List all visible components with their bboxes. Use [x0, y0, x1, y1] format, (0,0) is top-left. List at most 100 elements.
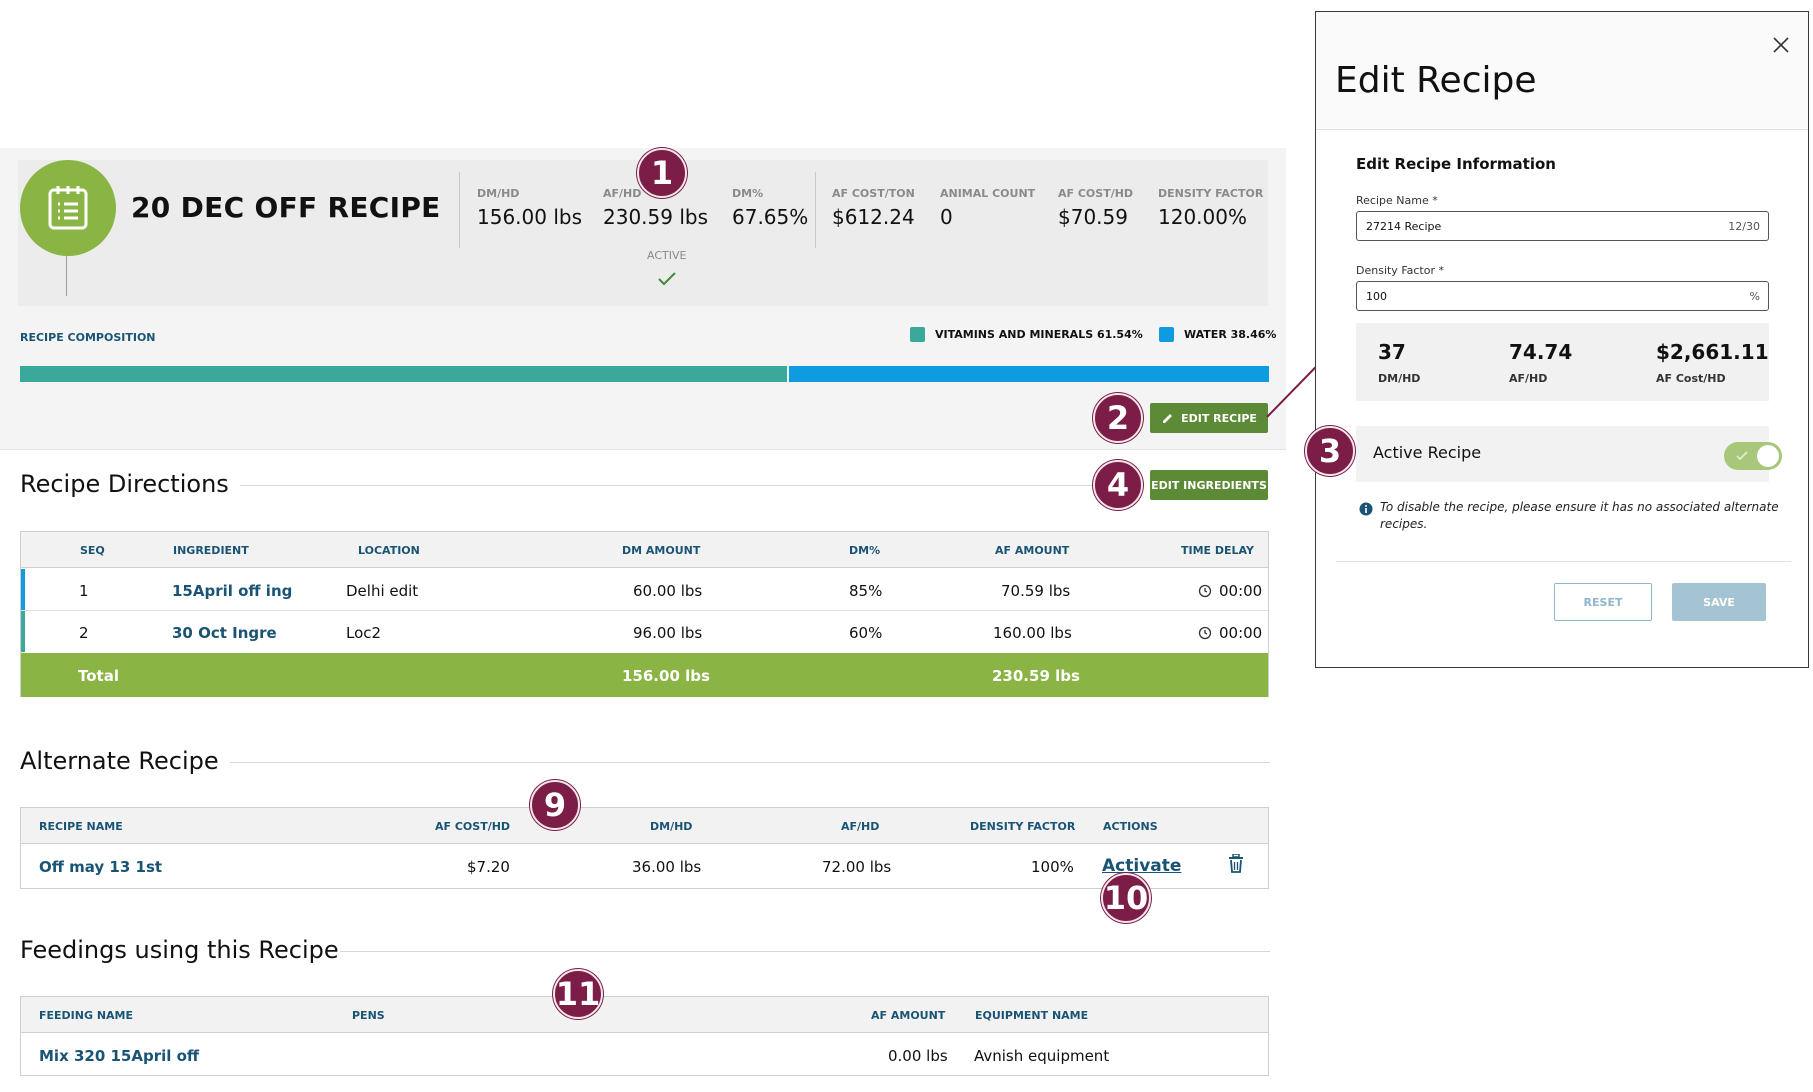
stat-value-animal-count: 0	[940, 205, 953, 229]
save-button[interactable]: SAVE	[1672, 583, 1766, 621]
callout-badge: 3	[1305, 426, 1355, 476]
feeding-link[interactable]: Mix 320 15April off	[39, 1047, 200, 1065]
active-recipe-toggle[interactable]	[1724, 442, 1782, 470]
feedings-title: Feedings using this Recipe	[20, 936, 339, 964]
stat-value-af-cost-ton: $612.24	[832, 205, 915, 229]
section-divider	[240, 485, 1120, 486]
col-header-dm-amount: DM AMOUNT	[622, 544, 701, 557]
total-af-amount: 230.59 lbs	[992, 667, 1080, 685]
density-factor-label: Density Factor *	[1356, 264, 1444, 277]
row-divider	[21, 610, 1268, 611]
col-header-af-hd: AF/HD	[841, 820, 880, 833]
recipe-name-input[interactable]: 27214 Recipe 12/30	[1356, 211, 1769, 241]
cell-density-factor: 100%	[1031, 858, 1074, 876]
col-header-recipe-name: RECIPE NAME	[39, 820, 123, 833]
callout-badge: 10	[1101, 873, 1151, 923]
edit-recipe-dialog: Edit Recipe Edit Recipe Information Reci…	[1315, 11, 1809, 668]
stat-label-dm-pct: DM%	[732, 187, 764, 200]
dialog-section-title: Edit Recipe Information	[1356, 155, 1556, 173]
table-header: RECIPE NAME AF COST/HD DM/HD AF/HD DENSI…	[21, 808, 1268, 844]
stats-divider	[815, 172, 816, 248]
trash-icon[interactable]	[1228, 854, 1244, 873]
row-accent	[21, 569, 25, 610]
legend-label-water: WATER 38.46%	[1184, 328, 1277, 341]
col-header-location: LOCATION	[358, 544, 420, 557]
total-dm-amount: 156.00 lbs	[622, 667, 710, 685]
edit-ingredients-button[interactable]: EDIT INGREDIENTS	[1150, 470, 1268, 500]
alternate-recipe-link[interactable]: Off may 13 1st	[39, 858, 163, 876]
recipe-icon-badge	[20, 160, 116, 256]
stat-label-density-factor: DENSITY FACTOR	[1158, 187, 1264, 200]
cell-equipment-name: Avnish equipment	[974, 1047, 1110, 1065]
stat-label-af-hd: AF/HD	[603, 187, 642, 200]
cell-dm-hd: 36.00 lbs	[632, 858, 702, 876]
recipe-directions-title: Recipe Directions	[20, 470, 229, 498]
badge-stem	[66, 256, 67, 296]
cell-location: Loc2	[346, 624, 382, 642]
check-icon	[658, 272, 676, 286]
col-header-pens: PENS	[352, 1009, 385, 1022]
stat-value-dm-hd: 37	[1378, 340, 1406, 364]
percent-unit: %	[1749, 290, 1760, 303]
stat-label-dm-hd: DM/HD	[477, 187, 520, 200]
clock-icon	[1198, 584, 1212, 598]
stat-value-af-cost-hd: $2,661.11	[1656, 340, 1769, 364]
directions-table: SEQ INGREDIENT LOCATION DM AMOUNT DM% AF…	[20, 531, 1269, 697]
disable-info-text: To disable the recipe, please ensure it …	[1380, 500, 1779, 531]
col-header-equipment-name: EQUIPMENT NAME	[975, 1009, 1089, 1022]
dialog-divider	[1336, 561, 1791, 562]
legend-label-vitamins: VITAMINS AND MINERALS 61.54%	[935, 328, 1143, 341]
ingredient-link[interactable]: 15April off ing	[172, 582, 293, 600]
col-header-seq: SEQ	[80, 544, 105, 557]
col-header-time-delay: TIME DELAY	[1181, 544, 1254, 557]
stat-value-density-factor: 120.00%	[1158, 205, 1247, 229]
edit-ingredients-label: EDIT INGREDIENTS	[1151, 478, 1267, 492]
col-header-af-amount: AF AMOUNT	[995, 544, 1070, 557]
active-recipe-row: Active Recipe	[1356, 426, 1782, 482]
recipe-name-label: Recipe Name *	[1356, 194, 1438, 207]
composition-label: RECIPE COMPOSITION	[20, 331, 156, 344]
stat-label-af-cost-hd: AF COST/HD	[1058, 187, 1134, 200]
section-divider	[340, 951, 1270, 952]
character-counter: 12/30	[1728, 220, 1760, 233]
stat-value-af-hd: 230.59 lbs	[603, 205, 709, 229]
cell-dm-pct: 60%	[849, 624, 883, 642]
stat-label-af-cost-ton: AF COST/TON	[832, 187, 915, 200]
recipe-name-value: 27214 Recipe	[1366, 220, 1442, 233]
check-icon	[1736, 451, 1748, 461]
cell-dm-pct: 85%	[849, 582, 883, 600]
ingredient-link[interactable]: 30 Oct Ingre	[172, 624, 277, 642]
stat-value-dm-hd: 156.00 lbs	[477, 205, 583, 229]
dialog-title: Edit Recipe	[1335, 60, 1537, 101]
close-icon[interactable]	[1772, 36, 1790, 54]
alternate-recipe-title: Alternate Recipe	[20, 747, 219, 775]
alternate-recipe-table: RECIPE NAME AF COST/HD DM/HD AF/HD DENSI…	[20, 807, 1269, 889]
active-recipe-label: Active Recipe	[1373, 443, 1482, 462]
active-status-label: ACTIVE	[647, 249, 687, 262]
density-factor-value: 100	[1366, 290, 1387, 303]
toggle-knob	[1757, 445, 1779, 467]
table-header: SEQ INGREDIENT LOCATION DM AMOUNT DM% AF…	[21, 532, 1268, 568]
density-factor-input[interactable]: 100 %	[1356, 281, 1769, 311]
pencil-icon	[1163, 414, 1173, 423]
col-header-feeding-name: FEEDING NAME	[39, 1009, 134, 1022]
stat-label-animal-count: ANIMAL COUNT	[940, 187, 1036, 200]
stat-value-af-hd: 74.74	[1509, 340, 1573, 364]
legend-swatch-vitamins	[910, 327, 925, 342]
edit-recipe-label: EDIT RECIPE	[1181, 411, 1257, 425]
cell-dm-amount: 60.00 lbs	[633, 582, 703, 600]
col-header-dm-hd: DM/HD	[650, 820, 693, 833]
total-row: Total 156.00 lbs 230.59 lbs	[21, 653, 1268, 697]
cell-seq: 1	[79, 582, 89, 600]
activate-link[interactable]: Activate	[1102, 856, 1182, 876]
reset-button[interactable]: RESET	[1554, 583, 1652, 621]
col-header-ingredient: INGREDIENT	[173, 544, 249, 557]
stat-label-dm-hd: DM/HD	[1378, 372, 1421, 385]
clipboard-list-icon	[48, 186, 88, 230]
info-icon	[1359, 502, 1373, 516]
callout-badge: 1	[637, 148, 687, 198]
stat-value-dm-pct: 67.65%	[732, 205, 809, 229]
callout-badge: 11	[553, 969, 603, 1019]
section-divider	[230, 762, 1270, 763]
edit-recipe-button[interactable]: EDIT RECIPE	[1150, 403, 1268, 433]
